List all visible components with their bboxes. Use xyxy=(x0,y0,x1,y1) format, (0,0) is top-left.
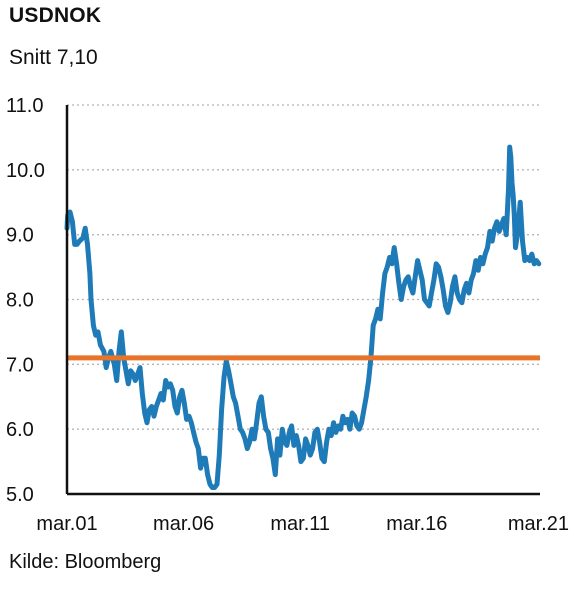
x-tick-label: mar.21 xyxy=(508,513,569,535)
x-tick-label: mar.16 xyxy=(386,513,447,535)
axes xyxy=(65,105,540,496)
x-tick-label: mar.11 xyxy=(270,513,330,535)
source-note: Kilde: Bloomberg xyxy=(9,551,162,573)
usdnok-series-line xyxy=(64,144,542,490)
y-tick-label: 8.0 xyxy=(6,290,34,312)
gridlines xyxy=(67,104,540,430)
y-tick-label: 10.0 xyxy=(6,160,45,182)
series-group xyxy=(64,144,542,490)
y-tick-label: 5.0 xyxy=(6,484,34,506)
x-tick-label: mar.01 xyxy=(36,513,97,535)
y-tick-label: 6.0 xyxy=(6,419,34,441)
y-tick-label: 11.0 xyxy=(6,95,43,117)
x-tick-label: mar.06 xyxy=(153,513,214,535)
chart-title: USDNOK xyxy=(9,4,102,27)
y-axis-labels: 5.0 6.0 7.0 8.0 9.0 10.0 11.0 xyxy=(6,95,45,506)
y-tick-label: 7.0 xyxy=(6,354,34,376)
x-axis-labels: mar.01 mar.06 mar.11 mar.16 mar.21 xyxy=(36,513,569,535)
chart-subtitle: Snitt 7,10 xyxy=(9,46,98,69)
y-tick-label: 9.0 xyxy=(6,225,34,247)
